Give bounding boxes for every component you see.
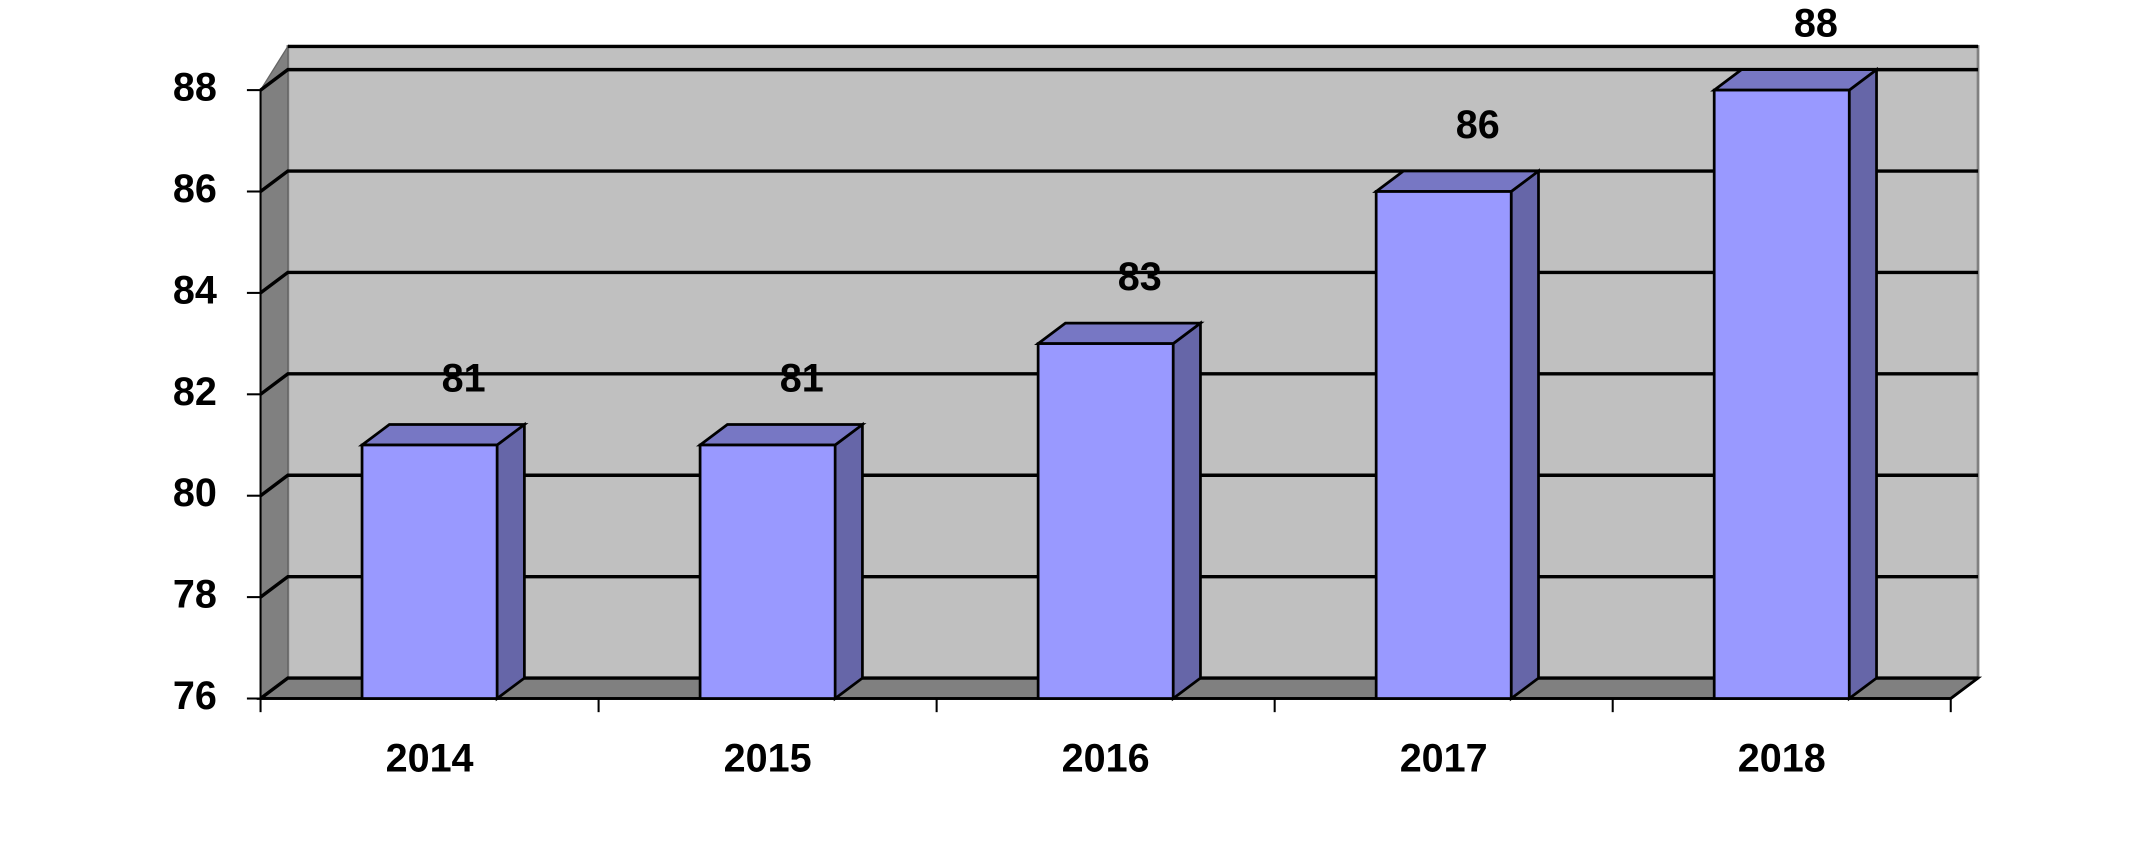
- x-tick-label: 2016: [1062, 737, 1150, 781]
- bar: [1712, 88, 1851, 700]
- x-tick-label: 2015: [724, 737, 812, 781]
- grid-line: [259, 67, 1979, 92]
- data-label: 83: [1118, 255, 1162, 299]
- bar: [1374, 190, 1513, 700]
- bar-side: [495, 421, 526, 702]
- data-label: 88: [1794, 1, 1838, 45]
- floor-right: [1949, 676, 1979, 700]
- bar-side: [1847, 66, 1878, 702]
- bar: [698, 443, 837, 700]
- data-label: 81: [442, 356, 486, 400]
- y-tick-label: 80: [173, 471, 217, 515]
- y-tick-label: 84: [173, 268, 217, 312]
- plot: 76 78 80 82 84 86 88 2014 81 2015 81 2016 83 2017 86 20…: [173, 1, 1983, 781]
- y-tick-label: 88: [173, 66, 217, 110]
- x-tick-label: 2014: [386, 737, 474, 781]
- y-tick-label: 78: [173, 573, 217, 617]
- bar-side: [1509, 168, 1540, 702]
- y-tick-label: 82: [173, 370, 217, 414]
- side-wall: [259, 44, 289, 700]
- bar-top: [357, 423, 529, 447]
- bar: [360, 443, 499, 700]
- bar: [1036, 342, 1175, 700]
- bar-top: [1372, 169, 1543, 193]
- y-tick-label: 86: [173, 167, 217, 211]
- x-tick-label: 2017: [1400, 737, 1488, 781]
- bar-top: [1710, 68, 1881, 92]
- x-tick-label: 2018: [1738, 737, 1826, 781]
- bar-top: [1034, 321, 1205, 345]
- bar-side: [1171, 320, 1202, 702]
- data-label: 86: [1456, 103, 1500, 147]
- data-label: 81: [780, 356, 824, 400]
- bar-side: [833, 421, 864, 702]
- y-tick-label: 76: [173, 674, 217, 718]
- bar-top: [695, 423, 867, 447]
